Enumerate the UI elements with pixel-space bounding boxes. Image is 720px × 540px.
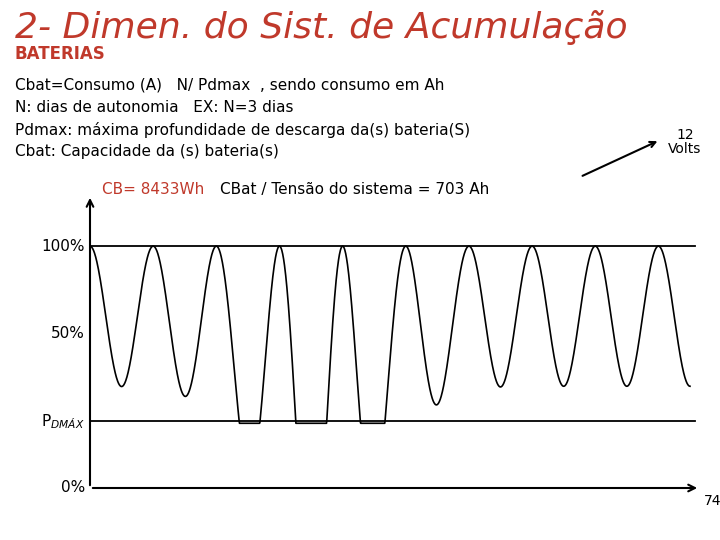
Text: Cbat=Consumo (A)   N/ Pdmax  , sendo consumo em Ah: Cbat=Consumo (A) N/ Pdmax , sendo consum… <box>15 78 444 93</box>
Text: CB= 8433Wh: CB= 8433Wh <box>102 182 204 197</box>
Text: N: dias de autonomia   EX: N=3 dias: N: dias de autonomia EX: N=3 dias <box>15 100 294 115</box>
Text: Pdmax: máxima profundidade de descarga da(s) bateria(S): Pdmax: máxima profundidade de descarga d… <box>15 122 470 138</box>
Text: 2- Dimen. do Sist. de Acumulação: 2- Dimen. do Sist. de Acumulação <box>15 10 628 45</box>
Text: 74: 74 <box>704 494 720 508</box>
Text: CBat / Tensão do sistema = 703 Ah: CBat / Tensão do sistema = 703 Ah <box>220 182 490 197</box>
Text: 0%: 0% <box>60 481 85 496</box>
Text: Volts: Volts <box>668 142 701 156</box>
Text: P$_{DMÁX}$: P$_{DMÁX}$ <box>42 412 85 430</box>
Text: 12: 12 <box>676 128 693 142</box>
Text: 50%: 50% <box>51 326 85 341</box>
Text: BATERIAS: BATERIAS <box>15 45 106 63</box>
Text: Cbat: Capacidade da (s) bateria(s): Cbat: Capacidade da (s) bateria(s) <box>15 144 279 159</box>
Text: 100%: 100% <box>42 239 85 254</box>
